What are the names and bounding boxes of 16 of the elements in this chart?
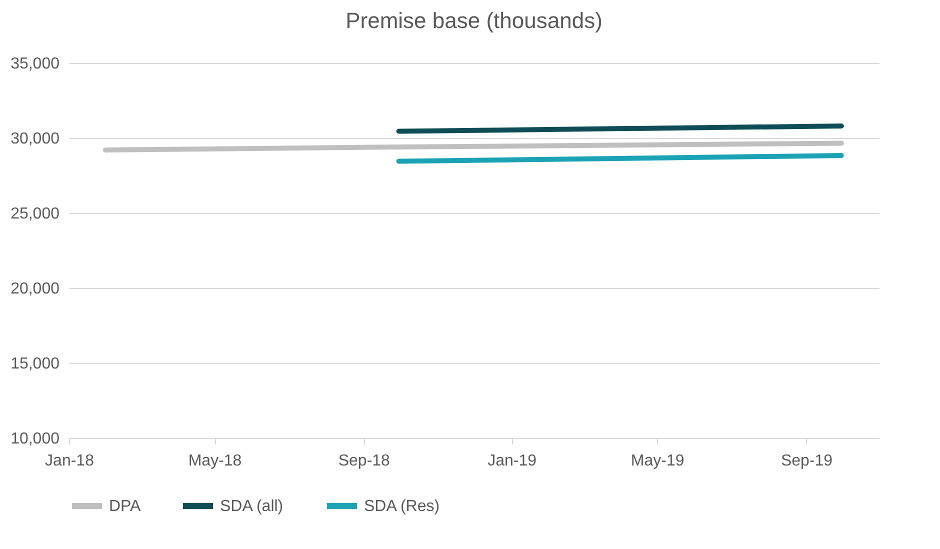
x-tick-label: Jan-19 xyxy=(488,452,537,470)
y-tick-label: 20,000 xyxy=(10,280,60,298)
x-tick-label: May-18 xyxy=(188,452,242,470)
legend-label: DPA xyxy=(109,498,142,515)
x-tick-label: Sep-19 xyxy=(780,452,833,470)
x-tick-label: Sep-18 xyxy=(338,452,390,470)
y-tick-label: 15,000 xyxy=(10,356,60,372)
y-tick-label: 30,000 xyxy=(10,130,60,148)
y-tick-label: 25,000 xyxy=(10,206,60,222)
x-tick-label: May-19 xyxy=(630,452,684,470)
y-tick-label: 10,000 xyxy=(10,430,60,448)
y-tick-label: 35,000 xyxy=(10,56,60,72)
legend-label: SDA (Res) xyxy=(364,498,440,515)
chart-title: Premise base (thousands) xyxy=(346,8,602,33)
x-tick-label: Jan-18 xyxy=(45,452,94,470)
legend-label: SDA (all) xyxy=(220,498,284,515)
